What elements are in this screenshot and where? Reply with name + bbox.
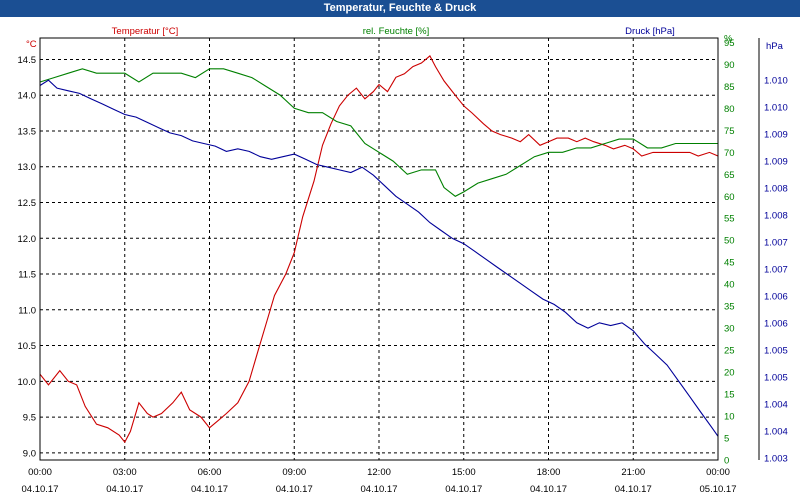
y-tick-pressure: 1.005: [764, 346, 788, 357]
y-tick-humidity: 50: [724, 236, 735, 247]
y-tick-temperature: 11.0: [18, 305, 36, 316]
y-tick-temperature: 12.5: [18, 198, 37, 209]
x-tick-time: 15:00: [452, 467, 476, 478]
series-line-humidity: [39, 68, 718, 197]
legend-pressure: Druck [hPa]: [625, 26, 675, 37]
x-tick-date: 04.10.17: [191, 484, 228, 495]
x-tick-time: 09:00: [282, 467, 306, 478]
x-tick-time: 00:00: [706, 467, 730, 478]
axis-unit-temperature: °C: [26, 39, 37, 50]
y-tick-humidity: 90: [724, 60, 735, 71]
x-tick-date: 04.10.17: [106, 484, 143, 495]
x-tick-time: 06:00: [198, 467, 222, 478]
y-tick-humidity: 80: [724, 104, 735, 115]
legend-humidity: rel. Feuchte [%]: [363, 26, 430, 37]
legend-temperature: Temperatur [°C]: [112, 26, 179, 37]
y-tick-pressure: 1.010: [764, 103, 788, 114]
series-line-pressure: [39, 79, 719, 437]
y-tick-humidity: 95: [724, 38, 735, 49]
plot-border: [39, 37, 719, 461]
y-tick-pressure: 1.003: [764, 454, 788, 465]
x-tick-date: 05.10.17: [700, 484, 737, 495]
y-tick-humidity: 35: [724, 302, 735, 313]
y-tick-humidity: 25: [724, 346, 735, 357]
x-tick-date: 04.10.17: [530, 484, 567, 495]
y-tick-pressure: 1.009: [764, 130, 788, 141]
y-tick-humidity: 10: [724, 412, 735, 423]
plot-frame: [39, 37, 760, 461]
x-tick-date: 04.10.17: [276, 484, 313, 495]
y-tick-temperature: 13.5: [18, 126, 37, 137]
y-tick-humidity: 0: [724, 456, 729, 467]
y-tick-pressure: 1.004: [764, 427, 788, 438]
y-tick-temperature: 9.5: [23, 413, 36, 424]
y-tick-humidity: 40: [724, 280, 735, 291]
x-tick-date: 04.10.17: [22, 484, 59, 495]
y-tick-temperature: 13.0: [18, 162, 37, 173]
y-tick-temperature: 11.5: [18, 270, 36, 281]
y-tick-humidity: 75: [724, 126, 735, 137]
x-tick-time: 21:00: [621, 467, 645, 478]
y-tick-temperature: 14.5: [18, 55, 37, 66]
y-tick-pressure: 1.005: [764, 373, 788, 384]
axis-labels: 00:00 04.10.17 03:00 04.10.17 06:00 04.10.17 0…: [18, 26, 788, 495]
x-tick-date: 04.10.17: [615, 484, 652, 495]
series-layer: [39, 55, 719, 444]
y-tick-humidity: 45: [724, 258, 735, 269]
y-tick-temperature: 12.0: [18, 234, 37, 245]
x-tick-date: 04.10.17: [361, 484, 398, 495]
chart-title: Temperatur, Feuchte & Druck: [0, 0, 800, 17]
grid-layer: [40, 38, 718, 460]
y-tick-temperature: 14.0: [18, 91, 37, 102]
y-tick-pressure: 1.007: [764, 265, 788, 276]
y-tick-pressure: 1.008: [764, 184, 788, 195]
y-tick-pressure: 1.004: [764, 400, 788, 411]
y-tick-humidity: 85: [724, 82, 735, 93]
y-tick-humidity: 70: [724, 148, 735, 159]
y-tick-pressure: 1.010: [764, 76, 788, 87]
y-tick-pressure: 1.006: [764, 319, 788, 330]
y-tick-humidity: 60: [724, 192, 735, 203]
y-tick-temperature: 10.0: [18, 377, 37, 388]
y-tick-pressure: 1.009: [764, 157, 788, 168]
y-tick-pressure: 1.006: [764, 292, 788, 303]
x-tick-time: 12:00: [367, 467, 391, 478]
axis-unit-pressure: hPa: [766, 41, 784, 52]
x-tick-date: 04.10.17: [445, 484, 482, 495]
y-tick-humidity: 30: [724, 324, 735, 335]
y-tick-humidity: 65: [724, 170, 735, 181]
y-tick-humidity: 15: [724, 390, 735, 401]
y-tick-humidity: 55: [724, 214, 735, 225]
x-tick-time: 03:00: [113, 467, 137, 478]
y-tick-temperature: 9.0: [23, 448, 36, 459]
x-tick-time: 00:00: [28, 467, 52, 478]
series-line-temperature: [39, 55, 719, 444]
y-tick-pressure: 1.008: [764, 211, 788, 222]
x-tick-time: 18:00: [537, 467, 561, 478]
y-tick-temperature: 10.5: [18, 341, 37, 352]
axis-unit-humidity: %: [724, 34, 733, 45]
y-tick-humidity: 20: [724, 368, 735, 379]
y-tick-pressure: 1.007: [764, 238, 788, 249]
y-tick-humidity: 5: [724, 434, 729, 445]
